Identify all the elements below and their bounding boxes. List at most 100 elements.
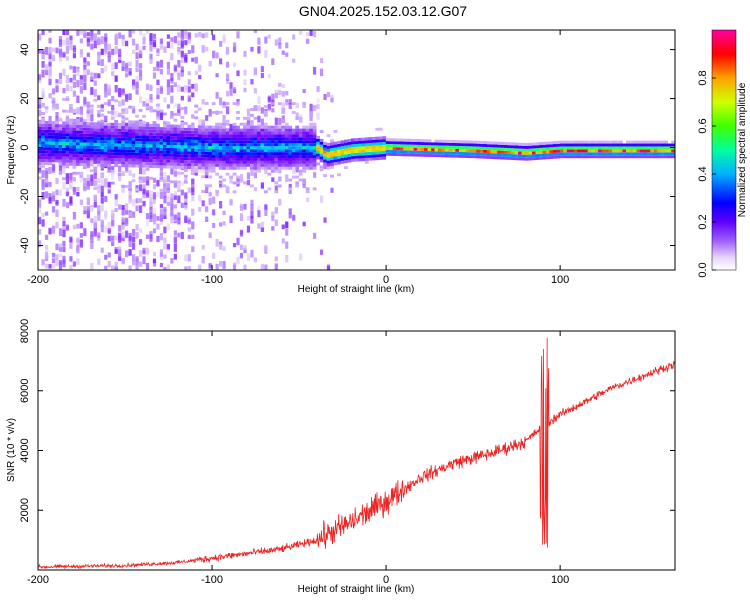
- heatmap-cell: [531, 151, 536, 155]
- heatmap-cell: [79, 145, 84, 149]
- heatmap-speckle: [170, 95, 174, 103]
- heatmap-speckle: [69, 182, 73, 190]
- heatmap-speckle: [79, 107, 83, 115]
- heatmap-speckle: [271, 177, 275, 182]
- heatmap-cell: [465, 152, 470, 156]
- heatmap-cell: [605, 146, 609, 150]
- heatmap-speckle: [149, 195, 153, 204]
- heatmap-cell: [406, 150, 411, 154]
- heatmap-speckle: [156, 191, 160, 198]
- heatmap-cell: [190, 136, 195, 140]
- heatmap-cell: [406, 147, 411, 151]
- heatmap-speckle: [274, 256, 278, 262]
- heatmap-cell: [465, 146, 470, 150]
- heatmap-cell: [246, 140, 251, 144]
- heatmap-speckle: [107, 165, 111, 170]
- heatmap-cell: [396, 147, 401, 151]
- heatmap-speckle: [152, 260, 157, 267]
- heatmap-cell: [51, 147, 56, 151]
- heatmap-speckle: [104, 179, 108, 185]
- heatmap-speckle: [55, 243, 59, 251]
- heatmap-cell: [316, 141, 320, 145]
- heatmap-cell: [183, 180, 188, 184]
- heatmap-cell: [309, 160, 314, 164]
- heatmap-cell: [194, 148, 199, 152]
- heatmap-cell: [208, 125, 213, 129]
- heatmap-cell: [664, 146, 669, 150]
- heatmap-cell: [138, 126, 143, 130]
- heatmap-cell: [194, 128, 199, 132]
- heatmap-cell: [93, 181, 98, 185]
- heatmap-cell: [58, 130, 63, 134]
- heatmap-cell: [538, 145, 543, 148]
- heatmap-cell: [364, 160, 369, 164]
- heatmap-cell: [93, 187, 98, 190]
- heatmap-cell: [427, 148, 432, 152]
- heatmap-cell: [100, 160, 105, 164]
- heatmap-speckle: [260, 182, 264, 189]
- heatmap-cell: [169, 148, 174, 151]
- heatmap-cell: [190, 151, 195, 155]
- heatmap-speckle: [135, 89, 139, 95]
- heatmap-cell: [225, 128, 230, 132]
- heatmap-cell: [218, 134, 223, 138]
- heatmap-cell: [469, 140, 474, 144]
- heatmap-cell: [173, 139, 178, 143]
- heatmap-cell: [612, 140, 616, 144]
- heatmap-cell: [239, 158, 244, 161]
- heatmap-cell: [173, 159, 178, 163]
- heatmap-cell: [455, 146, 460, 149]
- heatmap-speckle: [149, 53, 153, 60]
- heatmap-speckle: [281, 83, 285, 89]
- heatmap-speckle: [111, 209, 115, 216]
- heatmap-speckle: [191, 57, 195, 62]
- heatmap-cell: [263, 190, 268, 194]
- heatmap-cell: [58, 144, 63, 148]
- heatmap-cell: [89, 104, 94, 108]
- heatmap-cell: [542, 144, 547, 148]
- heatmap-cell: [239, 137, 244, 141]
- heatmap-cell: [72, 139, 77, 143]
- heatmap-cell: [507, 154, 512, 157]
- heatmap-cell: [256, 166, 261, 170]
- heatmap-cell: [305, 160, 310, 164]
- heatmap-cell: [110, 181, 115, 185]
- heatmap-cell: [483, 146, 488, 150]
- heatmap-speckle: [138, 228, 143, 233]
- heatmap-cell: [159, 153, 164, 157]
- heatmap-speckle: [125, 218, 129, 227]
- heatmap-cell: [183, 157, 188, 161]
- heatmap-cell: [75, 171, 80, 175]
- heatmap-cell: [121, 131, 126, 135]
- heatmap-cell: [138, 176, 143, 180]
- heatmap-cell: [598, 152, 602, 156]
- heatmap-speckle: [125, 210, 129, 215]
- snr-plot-area: [38, 331, 675, 570]
- heatmap-cell: [44, 106, 49, 110]
- heatmap-cell: [256, 149, 261, 153]
- heatmap-cell: [486, 144, 491, 148]
- heatmap-cell: [117, 134, 122, 138]
- heatmap-cell: [622, 143, 627, 147]
- heatmap-cell: [169, 127, 174, 131]
- heatmap-cell: [361, 155, 366, 159]
- heatmap-cell: [75, 136, 80, 140]
- heatmap-cell: [48, 121, 52, 124]
- heatmap-speckle: [156, 104, 160, 111]
- heatmap-cell: [58, 141, 63, 145]
- heatmap-speckle: [128, 181, 132, 188]
- heatmap-cell: [117, 158, 122, 162]
- heatmap-cell: [110, 131, 115, 135]
- heatmap-cell: [531, 154, 536, 158]
- heatmap-cell: [149, 165, 153, 168]
- heatmap-cell: [215, 131, 220, 135]
- heatmap-cell: [451, 140, 456, 143]
- heatmap-speckle: [152, 39, 157, 47]
- heatmap-cell: [72, 130, 77, 134]
- heatmap-cell: [204, 146, 209, 149]
- heatmap-cell: [326, 151, 331, 155]
- heatmap-cell: [215, 143, 220, 147]
- heatmap-speckle: [145, 262, 150, 270]
- heatmap-cell: [378, 139, 383, 143]
- heatmap-cell: [225, 160, 230, 164]
